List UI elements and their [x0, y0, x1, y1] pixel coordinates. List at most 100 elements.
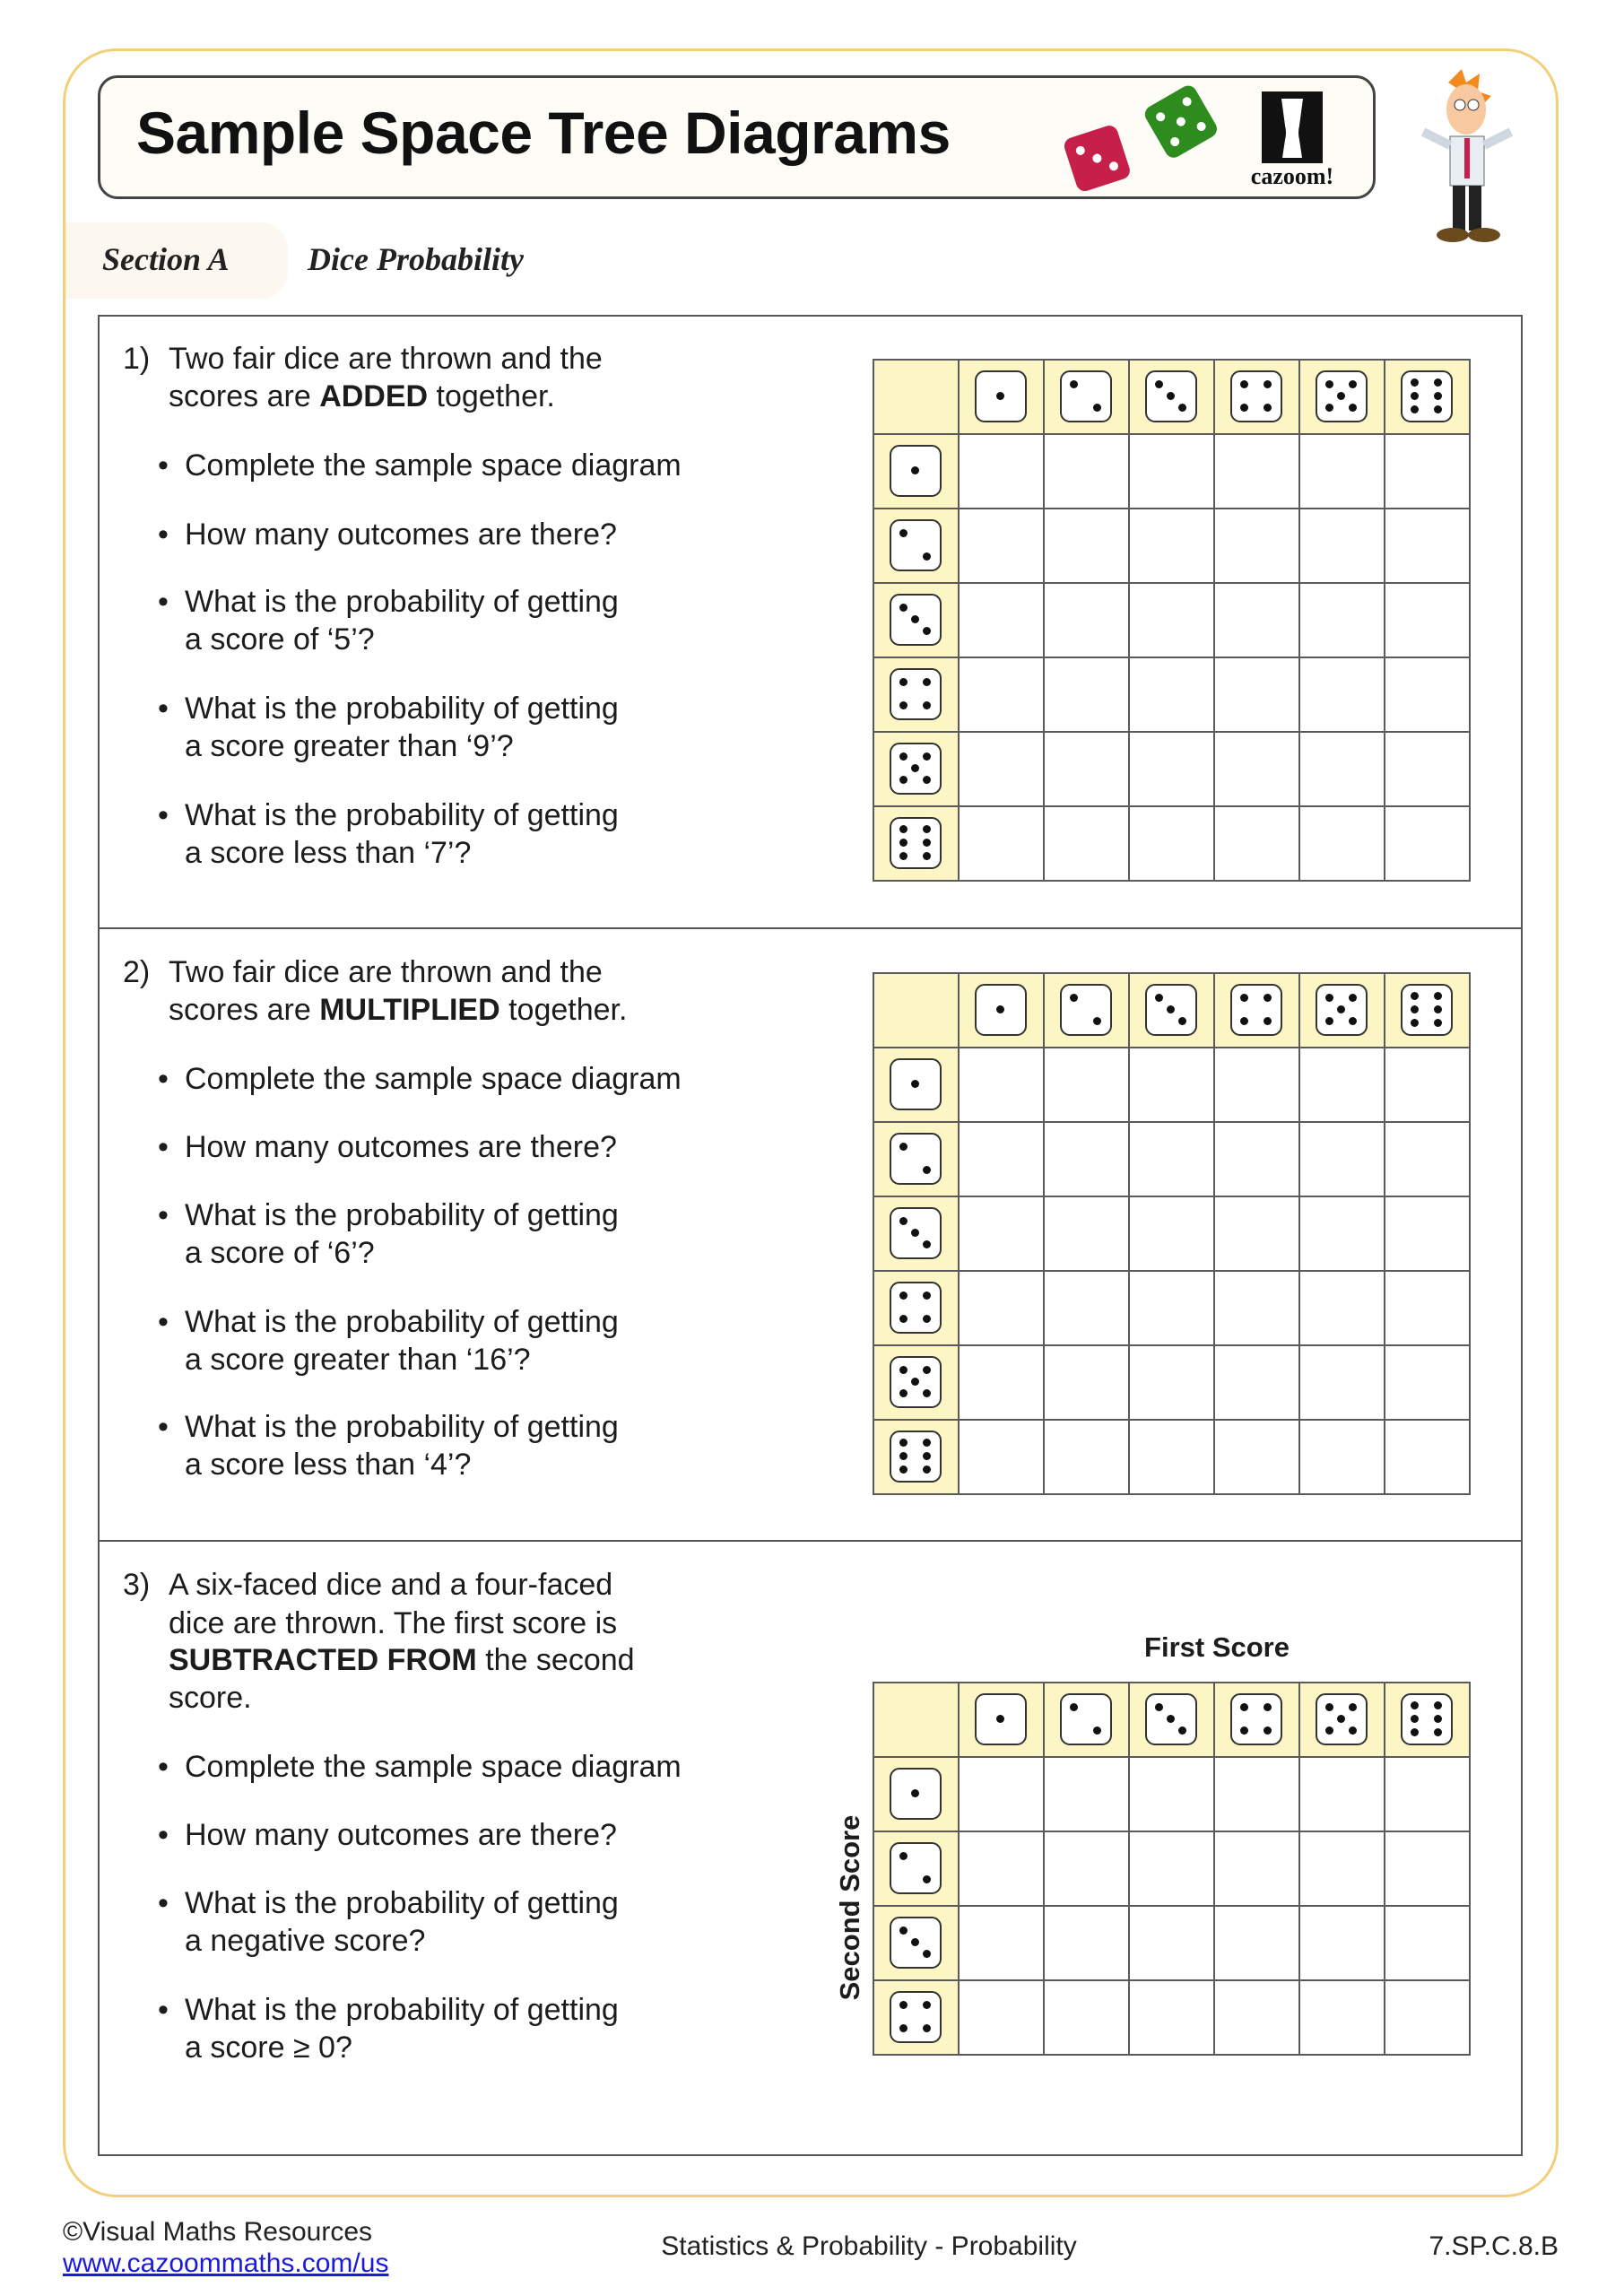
answer-cell[interactable]	[1298, 1905, 1385, 1981]
answer-cell[interactable]	[1384, 1196, 1471, 1272]
answer-cell[interactable]	[1213, 657, 1300, 733]
answer-cell[interactable]	[1128, 1979, 1215, 2056]
answer-cell[interactable]	[1128, 1121, 1215, 1197]
answer-cell[interactable]	[1213, 1979, 1300, 2056]
answer-cell[interactable]	[1384, 433, 1471, 509]
pip-icon	[899, 1315, 908, 1324]
answer-cell[interactable]	[1043, 805, 1130, 882]
answer-cell[interactable]	[958, 1831, 1045, 1907]
answer-cell[interactable]	[1213, 1121, 1300, 1197]
answer-cell[interactable]	[1128, 582, 1215, 658]
answer-cell[interactable]	[1213, 1196, 1300, 1272]
answer-cell[interactable]	[1043, 582, 1130, 658]
answer-cell[interactable]	[958, 1344, 1045, 1421]
answer-cell[interactable]	[1128, 805, 1215, 882]
answer-cell[interactable]	[1384, 1270, 1471, 1346]
answer-cell[interactable]	[1384, 1344, 1471, 1421]
answer-cell[interactable]	[1128, 1905, 1215, 1981]
answer-cell[interactable]	[1298, 508, 1385, 584]
answer-cell[interactable]	[1213, 1047, 1300, 1123]
answer-cell[interactable]	[1128, 1831, 1215, 1907]
answer-cell[interactable]	[1213, 1344, 1300, 1421]
die-face-1-icon	[890, 445, 942, 497]
answer-cell[interactable]	[958, 433, 1045, 509]
answer-cell[interactable]	[1128, 508, 1215, 584]
answer-cell[interactable]	[1384, 1756, 1471, 1832]
answer-cell[interactable]	[1298, 1047, 1385, 1123]
answer-cell[interactable]	[1384, 1047, 1471, 1123]
answer-cell[interactable]	[1043, 1121, 1130, 1197]
answer-cell[interactable]	[1298, 1756, 1385, 1832]
answer-cell[interactable]	[958, 1756, 1045, 1832]
answer-cell[interactable]	[958, 1905, 1045, 1981]
answer-cell[interactable]	[1128, 1047, 1215, 1123]
answer-cell[interactable]	[1384, 1419, 1471, 1495]
answer-cell[interactable]	[1298, 731, 1385, 807]
answer-cell[interactable]	[1384, 805, 1471, 882]
answer-cell[interactable]	[958, 805, 1045, 882]
answer-cell[interactable]	[958, 1121, 1045, 1197]
answer-cell[interactable]	[1128, 731, 1215, 807]
answer-cell[interactable]	[1213, 1419, 1300, 1495]
answer-cell[interactable]	[1043, 1831, 1130, 1907]
answer-cell[interactable]	[958, 508, 1045, 584]
answer-cell[interactable]	[958, 1419, 1045, 1495]
answer-cell[interactable]	[1128, 1270, 1215, 1346]
answer-cell[interactable]	[1043, 657, 1130, 733]
answer-cell[interactable]	[1384, 508, 1471, 584]
answer-cell[interactable]	[1213, 508, 1300, 584]
answer-cell[interactable]	[1213, 433, 1300, 509]
answer-cell[interactable]	[1043, 1905, 1130, 1981]
answer-cell[interactable]	[958, 731, 1045, 807]
answer-cell[interactable]	[1384, 657, 1471, 733]
answer-cell[interactable]	[1128, 1344, 1215, 1421]
answer-cell[interactable]	[1298, 1831, 1385, 1907]
answer-cell[interactable]	[1298, 805, 1385, 882]
answer-cell[interactable]	[1128, 1196, 1215, 1272]
answer-cell[interactable]	[1043, 1979, 1130, 2056]
answer-cell[interactable]	[1043, 1196, 1130, 1272]
answer-cell[interactable]	[1298, 1419, 1385, 1495]
answer-cell[interactable]	[1384, 1905, 1471, 1981]
answer-cell[interactable]	[1384, 731, 1471, 807]
answer-cell[interactable]	[1298, 1979, 1385, 2056]
answer-cell[interactable]	[958, 1196, 1045, 1272]
answer-cell[interactable]	[1043, 1344, 1130, 1421]
answer-cell[interactable]	[958, 1047, 1045, 1123]
answer-cell[interactable]	[1384, 1121, 1471, 1197]
answer-cell[interactable]	[1384, 1979, 1471, 2056]
answer-cell[interactable]	[1043, 1047, 1130, 1123]
answer-cell[interactable]	[1043, 1756, 1130, 1832]
answer-cell[interactable]	[1384, 582, 1471, 658]
answer-cell[interactable]	[1213, 1905, 1300, 1981]
bullet-text: How many outcomes are there?	[185, 1818, 617, 1852]
answer-cell[interactable]	[1128, 1419, 1215, 1495]
answer-cell[interactable]	[1213, 1270, 1300, 1346]
footer-link[interactable]: www.cazoommaths.com/us	[63, 2248, 389, 2278]
answer-cell[interactable]	[958, 582, 1045, 658]
answer-cell[interactable]	[1043, 433, 1130, 509]
answer-cell[interactable]	[1298, 657, 1385, 733]
answer-cell[interactable]	[1043, 731, 1130, 807]
answer-cell[interactable]	[1128, 433, 1215, 509]
answer-cell[interactable]	[1298, 1196, 1385, 1272]
answer-cell[interactable]	[1213, 1831, 1300, 1907]
answer-cell[interactable]	[1213, 1756, 1300, 1832]
answer-cell[interactable]	[1213, 805, 1300, 882]
answer-cell[interactable]	[1298, 1121, 1385, 1197]
answer-cell[interactable]	[1128, 657, 1215, 733]
answer-cell[interactable]	[1043, 1270, 1130, 1346]
answer-cell[interactable]	[1298, 433, 1385, 509]
answer-cell[interactable]	[1213, 731, 1300, 807]
answer-cell[interactable]	[1213, 582, 1300, 658]
answer-cell[interactable]	[1043, 508, 1130, 584]
answer-cell[interactable]	[1298, 1344, 1385, 1421]
answer-cell[interactable]	[1298, 582, 1385, 658]
answer-cell[interactable]	[958, 1270, 1045, 1346]
answer-cell[interactable]	[1384, 1831, 1471, 1907]
answer-cell[interactable]	[1043, 1419, 1130, 1495]
answer-cell[interactable]	[1298, 1270, 1385, 1346]
answer-cell[interactable]	[1128, 1756, 1215, 1832]
answer-cell[interactable]	[958, 657, 1045, 733]
answer-cell[interactable]	[958, 1979, 1045, 2056]
